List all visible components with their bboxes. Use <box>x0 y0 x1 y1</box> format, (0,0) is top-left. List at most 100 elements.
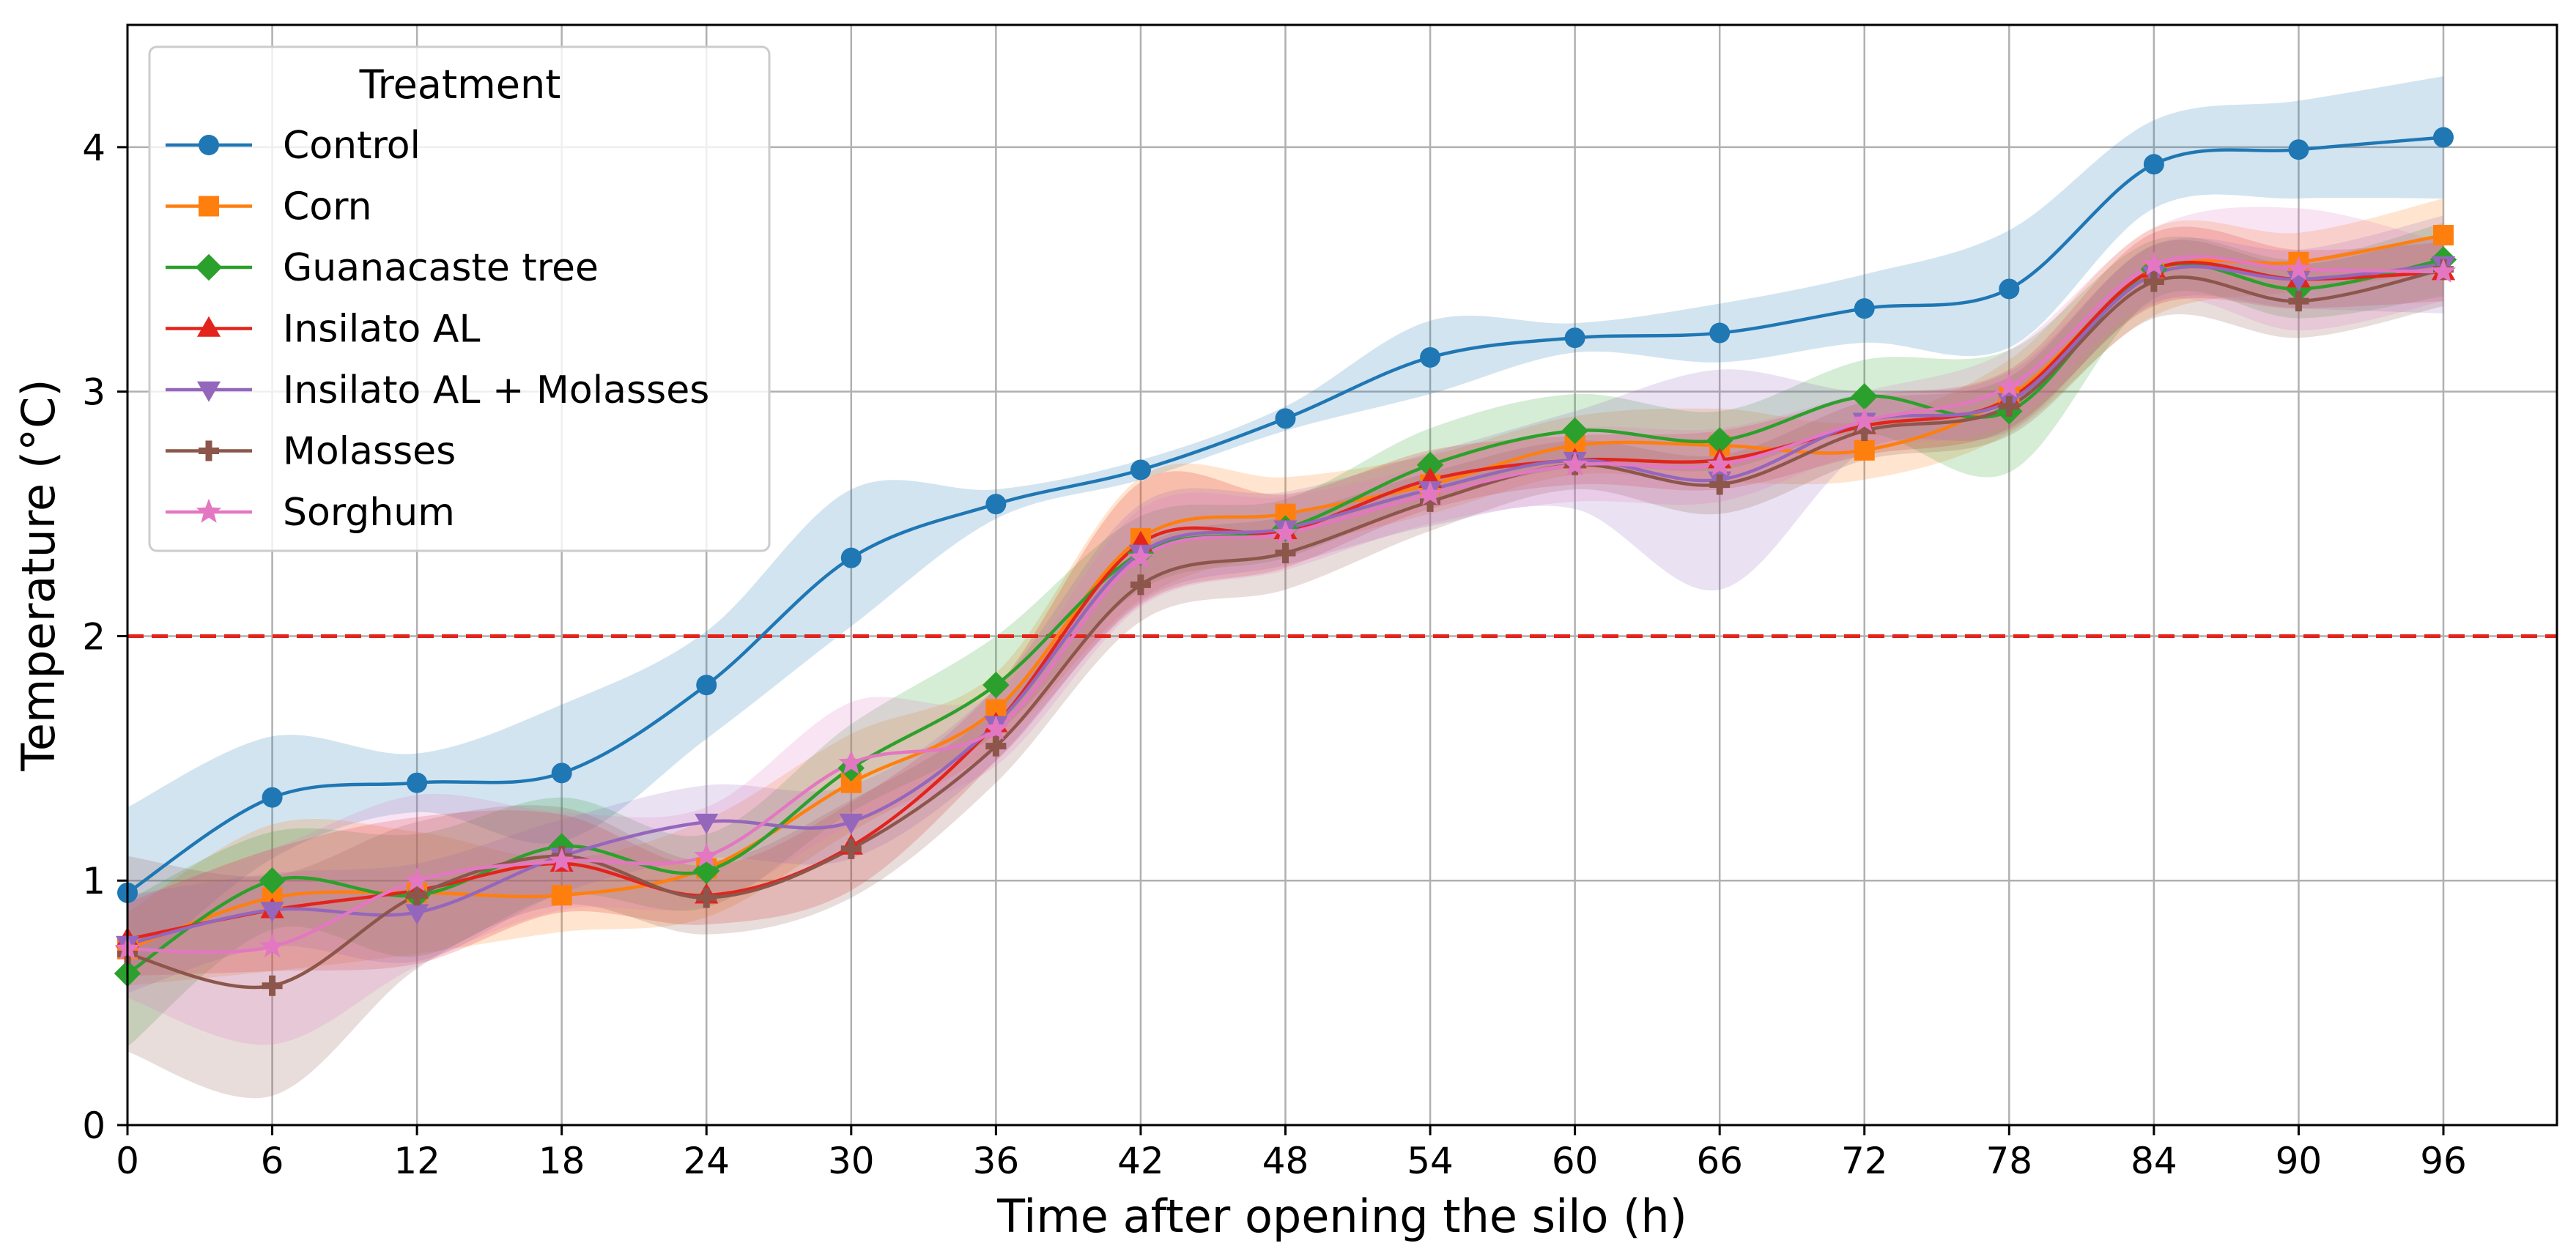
point-sorghum <box>1851 407 1878 432</box>
x-tick-label: 24 <box>683 1140 730 1182</box>
point-guanacaste-tree <box>1706 427 1733 454</box>
point-sorghum <box>2430 258 2457 283</box>
point-molasses <box>407 885 428 906</box>
x-tick-label: 30 <box>828 1140 875 1182</box>
point-molasses <box>1999 396 2020 417</box>
point-guanacaste-tree <box>1416 451 1444 478</box>
point-molasses <box>985 735 1007 757</box>
point-sorghum <box>1562 451 1588 476</box>
x-axis-ticks: 0 6 12 18 24 30 36 42 48 54 60 66 72 78 84 90 96 <box>116 1125 2467 1182</box>
point-insilato-al-molasses <box>695 813 719 834</box>
point-control <box>1130 459 1151 481</box>
x-tick-label: 18 <box>538 1140 585 1182</box>
point-sorghum <box>1996 373 2022 398</box>
point-guanacaste-tree <box>982 672 1010 699</box>
point-sorghum <box>1417 481 1443 505</box>
point-control <box>1275 408 1296 429</box>
y-axis-label: Temperature (°C) <box>12 379 65 771</box>
y-axis-ticks: 0 1 2 3 4 <box>82 127 127 1147</box>
point-molasses <box>1275 542 1296 563</box>
x-tick-label: 12 <box>393 1140 440 1182</box>
x-tick-label: 96 <box>2420 1140 2467 1182</box>
point-sorghum <box>2141 251 2167 275</box>
y-tick-label: 1 <box>82 860 106 902</box>
legend-marker-sorghum <box>196 498 222 523</box>
x-tick-label: 0 <box>116 1140 139 1182</box>
point-sorghum <box>1273 520 1298 544</box>
point-molasses <box>696 887 717 908</box>
point-sorghum <box>1706 451 1733 476</box>
y-tick-label: 3 <box>82 371 106 414</box>
point-control <box>1854 298 1875 319</box>
point-molasses <box>840 838 862 859</box>
x-tick-label: 36 <box>973 1140 1020 1182</box>
legend-marker-control <box>199 135 219 155</box>
point-control <box>2143 154 2164 175</box>
point-sorghum <box>983 716 1009 741</box>
point-control <box>1420 346 1441 368</box>
y-tick-label: 2 <box>82 615 106 658</box>
point-insilato-al-molasses <box>839 813 863 834</box>
point-control <box>1709 322 1731 344</box>
legend-label-sorghum: Sorghum <box>283 491 455 535</box>
point-insilato-al-molasses <box>405 904 429 925</box>
point-molasses <box>262 975 283 996</box>
legend-label-insilato-al-molasses: Insilato AL + Molasses <box>283 368 709 412</box>
point-guanacaste-tree <box>1851 383 1878 410</box>
point-sorghum <box>693 842 719 867</box>
x-tick-label: 60 <box>1552 1140 1599 1182</box>
point-insilato-al-molasses <box>260 902 284 923</box>
legend-label-corn: Corn <box>283 185 372 229</box>
point-corn <box>551 885 572 906</box>
x-tick-label: 78 <box>1986 1140 2033 1182</box>
legend-box <box>148 45 771 552</box>
x-tick-label: 66 <box>1696 1140 1743 1182</box>
legend-marker-insilato-al-molasses <box>196 381 221 402</box>
point-control <box>840 547 862 568</box>
x-tick-label: 42 <box>1117 1140 1164 1182</box>
x-axis-label: Time after opening the silo (h) <box>996 1190 1687 1243</box>
legend-label-control: Control <box>283 124 421 168</box>
point-sorghum <box>404 867 430 891</box>
point-control <box>1999 278 2020 300</box>
legend-label-molasses: Molasses <box>283 430 456 474</box>
series-markers <box>114 127 2457 996</box>
point-control <box>2288 139 2309 160</box>
y-tick-label: 0 <box>82 1105 106 1147</box>
point-corn <box>2433 225 2454 246</box>
legend-marker-corn <box>199 196 219 217</box>
point-control <box>985 494 1007 515</box>
point-control <box>1564 327 1585 349</box>
point-corn <box>1854 439 1875 461</box>
x-tick-label: 6 <box>261 1140 284 1182</box>
x-tick-label: 72 <box>1841 1140 1888 1182</box>
point-molasses <box>1709 474 1731 495</box>
legend-items: Control Corn Guanacaste tree Insilato AL Ins… <box>166 124 709 535</box>
point-sorghum <box>549 847 574 872</box>
point-molasses <box>1130 574 1151 596</box>
legend-title: Treatment <box>359 62 561 108</box>
legend-label-guanacaste-tree: Guanacaste tree <box>283 246 599 290</box>
legend-marker-guanacaste-tree <box>195 253 223 281</box>
point-sorghum <box>838 749 865 774</box>
point-sorghum <box>259 933 285 958</box>
point-molasses <box>2143 271 2164 292</box>
x-tick-label: 54 <box>1407 1140 1454 1182</box>
point-control <box>696 675 717 696</box>
legend-marker-molasses <box>199 440 219 461</box>
x-tick-label: 90 <box>2276 1140 2323 1182</box>
legend: Treatment Control Corn Guanacaste tree Insi… <box>148 45 771 552</box>
point-guanacaste-tree <box>1561 417 1588 445</box>
legend-marker-insilato-al <box>196 316 221 337</box>
point-sorghum <box>1128 544 1154 569</box>
legend-label-insilato-al: Insilato AL <box>283 308 480 352</box>
point-control <box>407 772 428 793</box>
point-control <box>2433 127 2454 148</box>
x-tick-label: 48 <box>1262 1140 1309 1182</box>
point-guanacaste-tree <box>259 867 286 894</box>
point-molasses <box>2288 291 2309 312</box>
y-tick-label: 4 <box>82 127 106 169</box>
plot-frame <box>126 23 2558 1127</box>
point-control <box>551 763 572 784</box>
